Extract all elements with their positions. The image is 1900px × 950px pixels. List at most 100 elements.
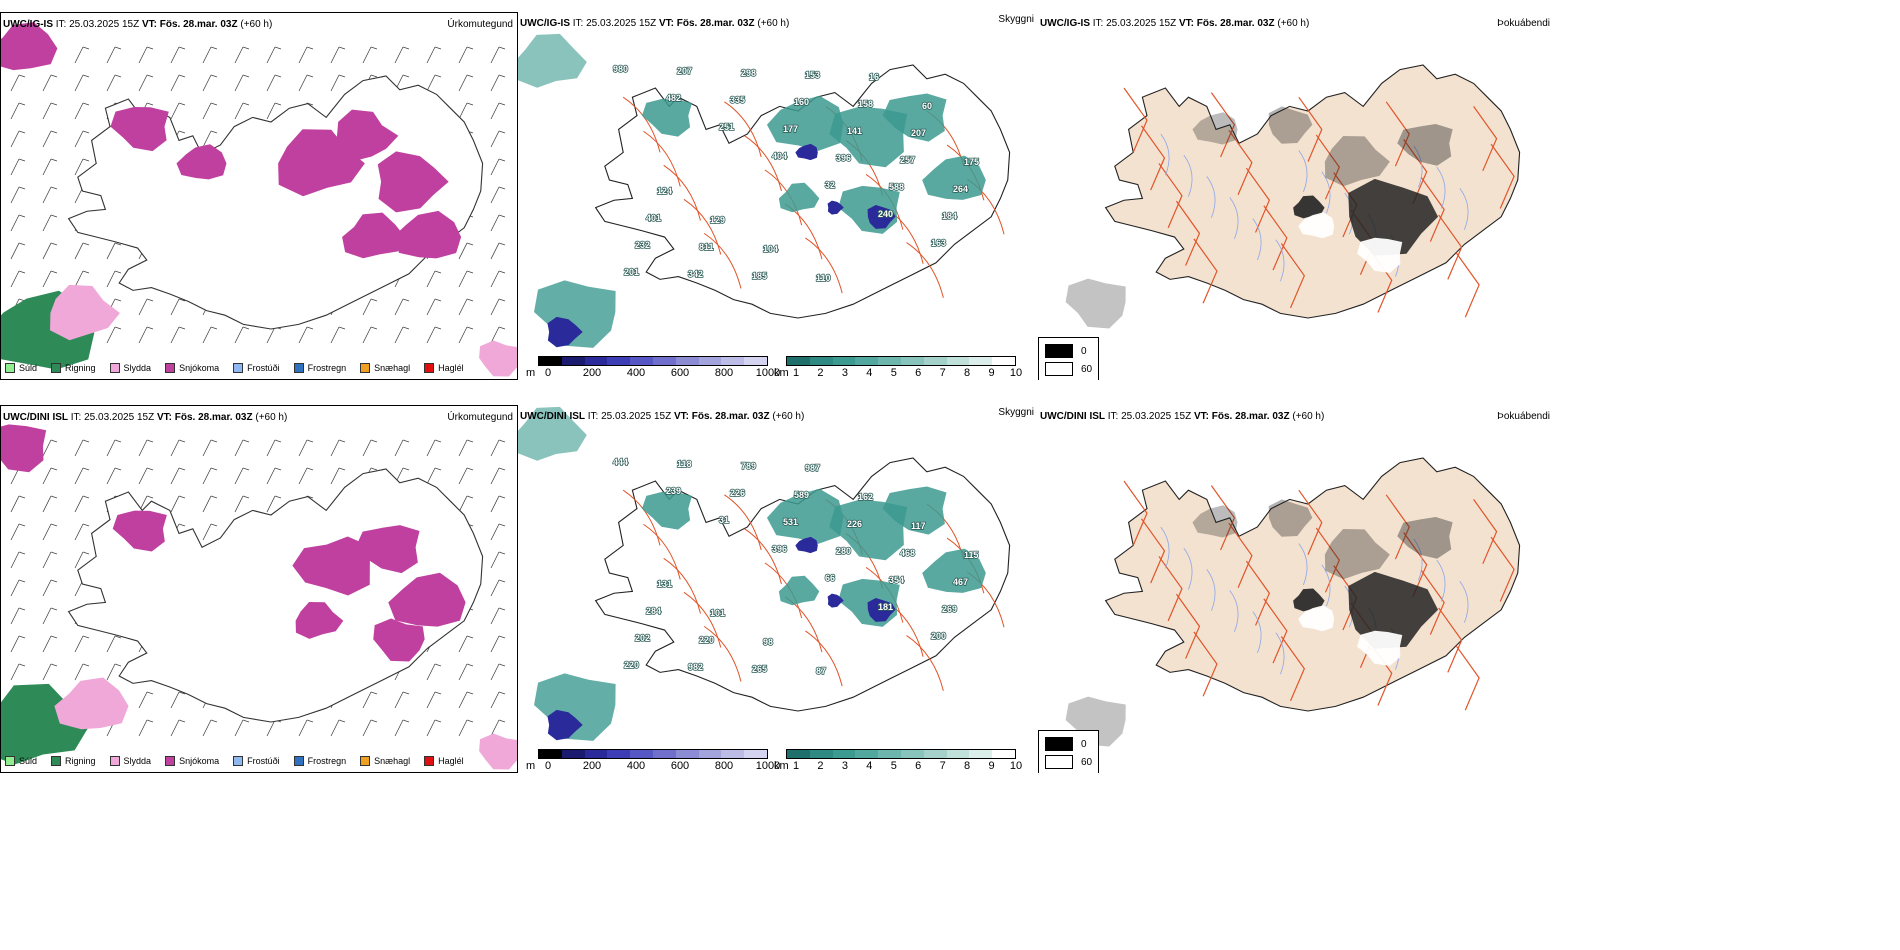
colorbar-tick: 5: [890, 367, 897, 379]
road: [703, 232, 742, 289]
weather-area: [829, 106, 908, 168]
cloud-value-label: 162: [858, 492, 873, 502]
colorbar-cell: [652, 357, 676, 365]
legend-label: Slydda: [123, 363, 152, 373]
cloud-value-label: 153: [805, 70, 820, 80]
colorbar-strip: [786, 749, 1016, 759]
wind-barb: [138, 467, 148, 485]
panel-title: Þokuábendi: [1497, 411, 1550, 422]
river: [1229, 590, 1239, 633]
weather-area: [867, 205, 896, 229]
colorbar-tick: 2: [817, 760, 824, 772]
weather-area: [1293, 588, 1325, 612]
road: [1193, 631, 1218, 697]
cloud-value-label: 66: [825, 573, 835, 583]
cloud-value-label: 202: [635, 633, 650, 643]
colorbar-tick: 1: [792, 760, 800, 772]
colorbar-tick: 9: [988, 760, 995, 772]
fog-legend-row: 0: [1045, 735, 1092, 753]
panel-header: UWC/IG-IS IT: 25.03.2025 15Z VT: Fös. 28…: [1040, 18, 1310, 29]
legend-item: Slydda: [109, 756, 151, 766]
road: [1263, 205, 1288, 271]
colorbar-tick: 0: [544, 760, 552, 772]
wind-barb: [42, 635, 52, 653]
cloud-value-label: 158: [858, 99, 873, 109]
panel-title: Úrkomutegund: [447, 19, 513, 30]
weather-area: [518, 33, 587, 88]
precip-type-panel-bottom: UWC/DINI ISL IT: 25.03.2025 15Z VT: Fös.…: [0, 405, 518, 773]
cloud-value-label: 265: [752, 664, 767, 674]
wind-barb: [490, 46, 500, 64]
wind-barb: [42, 130, 52, 148]
weather-area: [1268, 499, 1313, 537]
wind-barb: [42, 74, 52, 92]
cloud-value-label: 404: [772, 151, 787, 161]
cloud-value-label: 31: [719, 515, 729, 525]
wind-barb: [426, 46, 436, 64]
wind-barb: [394, 326, 404, 344]
wind-barb: [138, 74, 148, 92]
wind-barb: [10, 579, 20, 597]
wind-barb: [458, 663, 468, 681]
weather-area: [641, 98, 692, 137]
weather-area: [54, 677, 129, 730]
colorbar-tick: 3: [841, 367, 848, 379]
wind-barb: [234, 74, 244, 92]
road: [1420, 176, 1445, 242]
fog-legend-label: 60: [1081, 756, 1093, 768]
river: [1321, 564, 1331, 607]
wind-barb: [106, 663, 116, 681]
colorbar-tick: 800: [714, 367, 734, 379]
wind-barb: [10, 186, 20, 204]
cloud-value-label: 396: [836, 153, 851, 163]
precip-legend: Súld Rigning Slydda Snjókoma Frostúði Frostre…: [5, 756, 464, 766]
cloud-value-label: 200: [931, 631, 946, 641]
colorbar-tick: 600: [670, 367, 690, 379]
colorbar-cell: [969, 750, 993, 758]
wind-barb: [458, 635, 468, 653]
colorbar-cell: [923, 357, 947, 365]
road: [703, 625, 742, 682]
wind-barb: [74, 74, 84, 92]
cloud-value-label: 184: [942, 211, 957, 221]
legend-item: Súld: [5, 756, 37, 766]
cloud-value-label: 298: [741, 68, 756, 78]
colorbar-strip: [786, 356, 1016, 366]
legend-swatch: [51, 756, 62, 766]
cloud-value-label: 401: [646, 213, 661, 223]
weather-area: [335, 109, 399, 162]
road: [1210, 92, 1236, 158]
wind-barb: [330, 467, 340, 485]
colorbar-unit: m: [526, 760, 536, 772]
wind-barb: [106, 467, 116, 485]
iceland-outline: [1104, 64, 1521, 319]
road: [1140, 518, 1166, 584]
wind-barb: [490, 242, 500, 260]
river: [1321, 171, 1331, 214]
cloud-value-label: 129: [710, 215, 725, 225]
weather-area: [295, 602, 344, 639]
wind-barb: [10, 495, 20, 513]
colorbar-tick: 4: [866, 760, 873, 772]
legend-item: Rigning: [51, 756, 96, 766]
weather-area: [388, 572, 466, 627]
wind-barb: [138, 298, 148, 316]
wind-barb: [42, 663, 52, 681]
colorbar-cell: [652, 750, 676, 758]
wind-barb: [458, 467, 468, 485]
wind-barb: [362, 439, 372, 457]
colorbar-cell: [607, 750, 631, 758]
legend-swatch: [233, 363, 244, 373]
cloud-value-label: 87: [816, 666, 826, 676]
colorbar-cell: [630, 750, 653, 758]
road: [622, 96, 661, 153]
cloud-value-label: 257: [900, 155, 915, 165]
precip-type-map-bottom: [1, 424, 517, 770]
colorbar-unit: km: [774, 760, 789, 772]
fog-legend-row: 60: [1045, 753, 1092, 771]
cloud-value-label: 980: [613, 64, 628, 74]
wind-barb: [266, 719, 276, 737]
wind-barb: [74, 663, 84, 681]
colorbar-tick: 5: [890, 760, 897, 772]
weather-area: [795, 536, 818, 554]
